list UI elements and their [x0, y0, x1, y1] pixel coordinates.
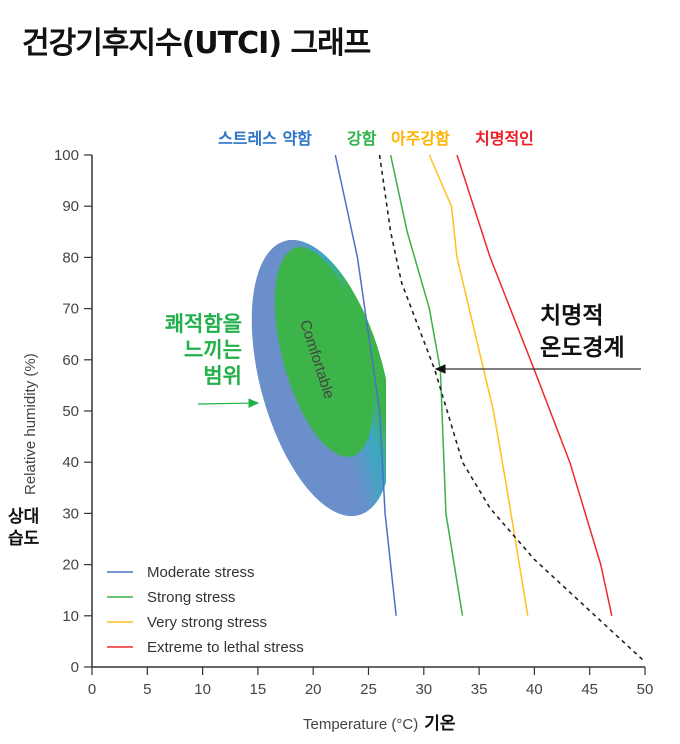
comfort-range-label: 쾌적함을 [165, 312, 242, 336]
y-axis-label-kr: 상대 [8, 507, 39, 527]
y-tick-label: 50 [62, 403, 79, 420]
series-line-extreme-to-lethal-stress [456, 154, 613, 616]
x-tick-label: 10 [194, 681, 211, 698]
x-axis-label-en: Temperature (°C) [303, 716, 418, 733]
lethal-threshold-label: 치명적 [540, 303, 603, 329]
comfort-range-label: 범위 [203, 364, 242, 388]
x-tick-label: 30 [415, 681, 432, 698]
y-axis-label-kr: 습도 [8, 529, 40, 549]
x-tick-label: 0 [88, 681, 96, 698]
y-tick-label: 0 [71, 659, 79, 676]
series-line-strong-stress [389, 154, 464, 616]
comfort-zone-inner [274, 247, 374, 457]
y-tick-label: 100 [54, 147, 79, 164]
comfort-range-arrow [197, 398, 260, 408]
page-title: 건강기후지수(UTCI) 그래프 [22, 26, 371, 61]
x-tick-label: 40 [526, 681, 543, 698]
comfort-zone [251, 240, 386, 517]
y-tick-label: 70 [62, 301, 79, 318]
x-axis-label: Temperature (°C) 기온 [303, 714, 456, 734]
y-tick-label: 60 [62, 352, 79, 369]
lethal-threshold-label: 온도경계 [540, 335, 625, 361]
stress-level-label: 치명적인 [475, 129, 534, 148]
x-tick-label: 5 [143, 681, 151, 698]
legend-label: Extreme to lethal stress [147, 639, 304, 656]
legend-label: Very strong stress [147, 614, 267, 631]
series-line-moderate-stress [334, 154, 397, 616]
legend-label: Moderate stress [147, 564, 255, 581]
x-tick-label: 15 [250, 681, 267, 698]
x-tick-label: 35 [471, 681, 488, 698]
y-tick-label: 10 [62, 608, 79, 625]
y-tick-label: 20 [62, 557, 79, 574]
lethal-boundary-line [378, 154, 646, 663]
stress-level-label: 아주강함 [391, 129, 450, 148]
x-tick-label: 45 [581, 681, 598, 698]
y-axis-label: Relative humidity (%) [22, 353, 39, 495]
y-tick-label: 30 [62, 505, 79, 522]
series-line-very-strong-stress [428, 154, 529, 616]
comfort-range-label: 느끼는 [184, 338, 242, 362]
x-tick-label: 50 [637, 681, 654, 698]
stress-level-label: 스트레스 약함 [218, 129, 312, 148]
y-tick-label: 80 [62, 249, 79, 266]
stress-level-label: 강함 [347, 129, 377, 148]
y-tick-label: 90 [62, 198, 79, 215]
x-tick-label: 25 [360, 681, 377, 698]
x-axis-label-kr: 기온 [424, 714, 456, 734]
legend-label: Strong stress [147, 589, 235, 606]
y-tick-label: 40 [62, 454, 79, 471]
x-tick-label: 20 [305, 681, 322, 698]
